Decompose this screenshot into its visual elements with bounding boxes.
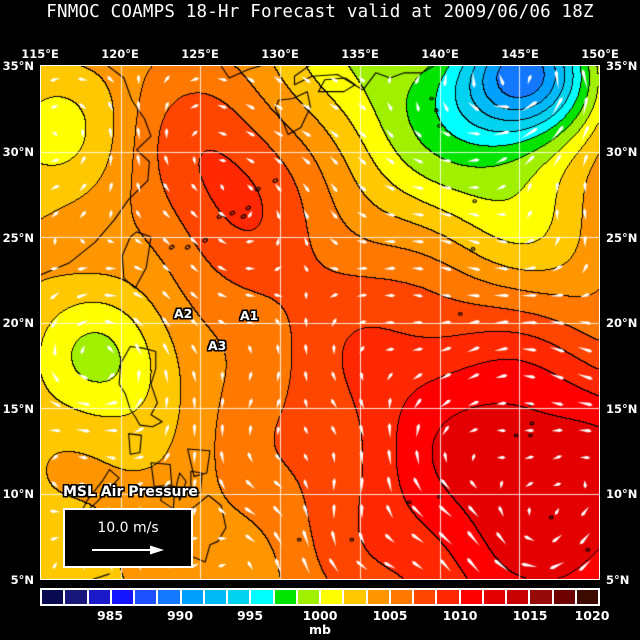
- colorbar-swatch-4: [134, 589, 158, 605]
- lat-tick-left-15n: 15°N: [2, 402, 34, 416]
- colorbar-tick-985: 985: [96, 608, 124, 623]
- wind-vector-scale-box: 10.0 m/s: [63, 508, 193, 568]
- lat-tick-right-15n: 15°N: [606, 402, 638, 416]
- colorbar-tick-995: 995: [236, 608, 264, 623]
- lon-tick-130e: 130°E: [261, 47, 299, 61]
- colorbar-swatch-1: [64, 589, 88, 605]
- colorbar-swatch-2: [87, 589, 111, 605]
- pressure-colorbar[interactable]: [40, 588, 600, 606]
- colorbar-tick-1010: 1010: [442, 608, 478, 623]
- colorbar-swatch-11: [296, 589, 320, 605]
- colorbar-swatch-14: [366, 589, 390, 605]
- lat-tick-left-10n: 10°N: [2, 487, 34, 501]
- lon-tick-120e: 120°E: [101, 47, 139, 61]
- colorbar-swatch-10: [273, 589, 297, 605]
- pressure-field-canvas: [41, 66, 599, 579]
- lon-tick-140e: 140°E: [421, 47, 459, 61]
- colorbar-unit-label: mb: [309, 622, 331, 637]
- lon-tick-135e: 135°E: [341, 47, 379, 61]
- colorbar-swatch-23: [575, 589, 599, 605]
- colorbar-swatch-22: [552, 589, 576, 605]
- lat-tick-right-20n: 20°N: [606, 316, 638, 330]
- lat-tick-left-5n: 5°N: [10, 573, 34, 587]
- colorbar-swatch-18: [459, 589, 483, 605]
- colorbar-tick-1015: 1015: [512, 608, 548, 623]
- colorbar-swatch-7: [203, 589, 227, 605]
- lat-tick-right-5n: 5°N: [606, 573, 630, 587]
- colorbar-swatch-6: [180, 589, 204, 605]
- lat-tick-right-10n: 10°N: [606, 487, 638, 501]
- colorbar-swatch-13: [343, 589, 367, 605]
- lat-tick-right-35n: 35°N: [606, 59, 638, 73]
- lon-tick-115e: 115°E: [21, 47, 59, 61]
- colorbar-swatch-21: [529, 589, 553, 605]
- page-title: FNMOC COAMPS 18-Hr Forecast valid at 200…: [46, 2, 594, 22]
- lon-tick-150e: 150°E: [581, 47, 619, 61]
- colorbar-swatch-20: [506, 589, 530, 605]
- colorbar-swatch-9: [250, 589, 274, 605]
- lat-tick-left-20n: 20°N: [2, 316, 34, 330]
- map-plot-area[interactable]: MSL Air Pressure A1 A2 A3 10.0 m/s: [40, 65, 600, 580]
- lon-tick-125e: 125°E: [181, 47, 219, 61]
- colorbar-swatch-3: [110, 589, 134, 605]
- colorbar-swatch-12: [320, 589, 344, 605]
- colorbar-tick-990: 990: [166, 608, 194, 623]
- lat-tick-right-25n: 25°N: [606, 231, 638, 245]
- colorbar-swatch-5: [157, 589, 181, 605]
- colorbar-tick-1005: 1005: [372, 608, 408, 623]
- lon-tick-145e: 145°E: [501, 47, 539, 61]
- colorbar-swatch-0: [41, 589, 65, 605]
- wind-scale-label: 10.0 m/s: [97, 519, 159, 536]
- colorbar-swatch-16: [413, 589, 437, 605]
- colorbar-swatch-15: [389, 589, 413, 605]
- right-arrow-icon: [92, 545, 164, 554]
- lat-tick-left-35n: 35°N: [2, 59, 34, 73]
- colorbar-swatch-17: [436, 589, 460, 605]
- lat-tick-left-30n: 30°N: [2, 145, 34, 159]
- colorbar-swatch-19: [482, 589, 506, 605]
- colorbar-tick-1020: 1020: [574, 608, 610, 623]
- colorbar-swatch-8: [227, 589, 251, 605]
- colorbar-tick-1000: 1000: [302, 608, 338, 623]
- lat-tick-right-30n: 30°N: [606, 145, 638, 159]
- lat-tick-left-25n: 25°N: [2, 231, 34, 245]
